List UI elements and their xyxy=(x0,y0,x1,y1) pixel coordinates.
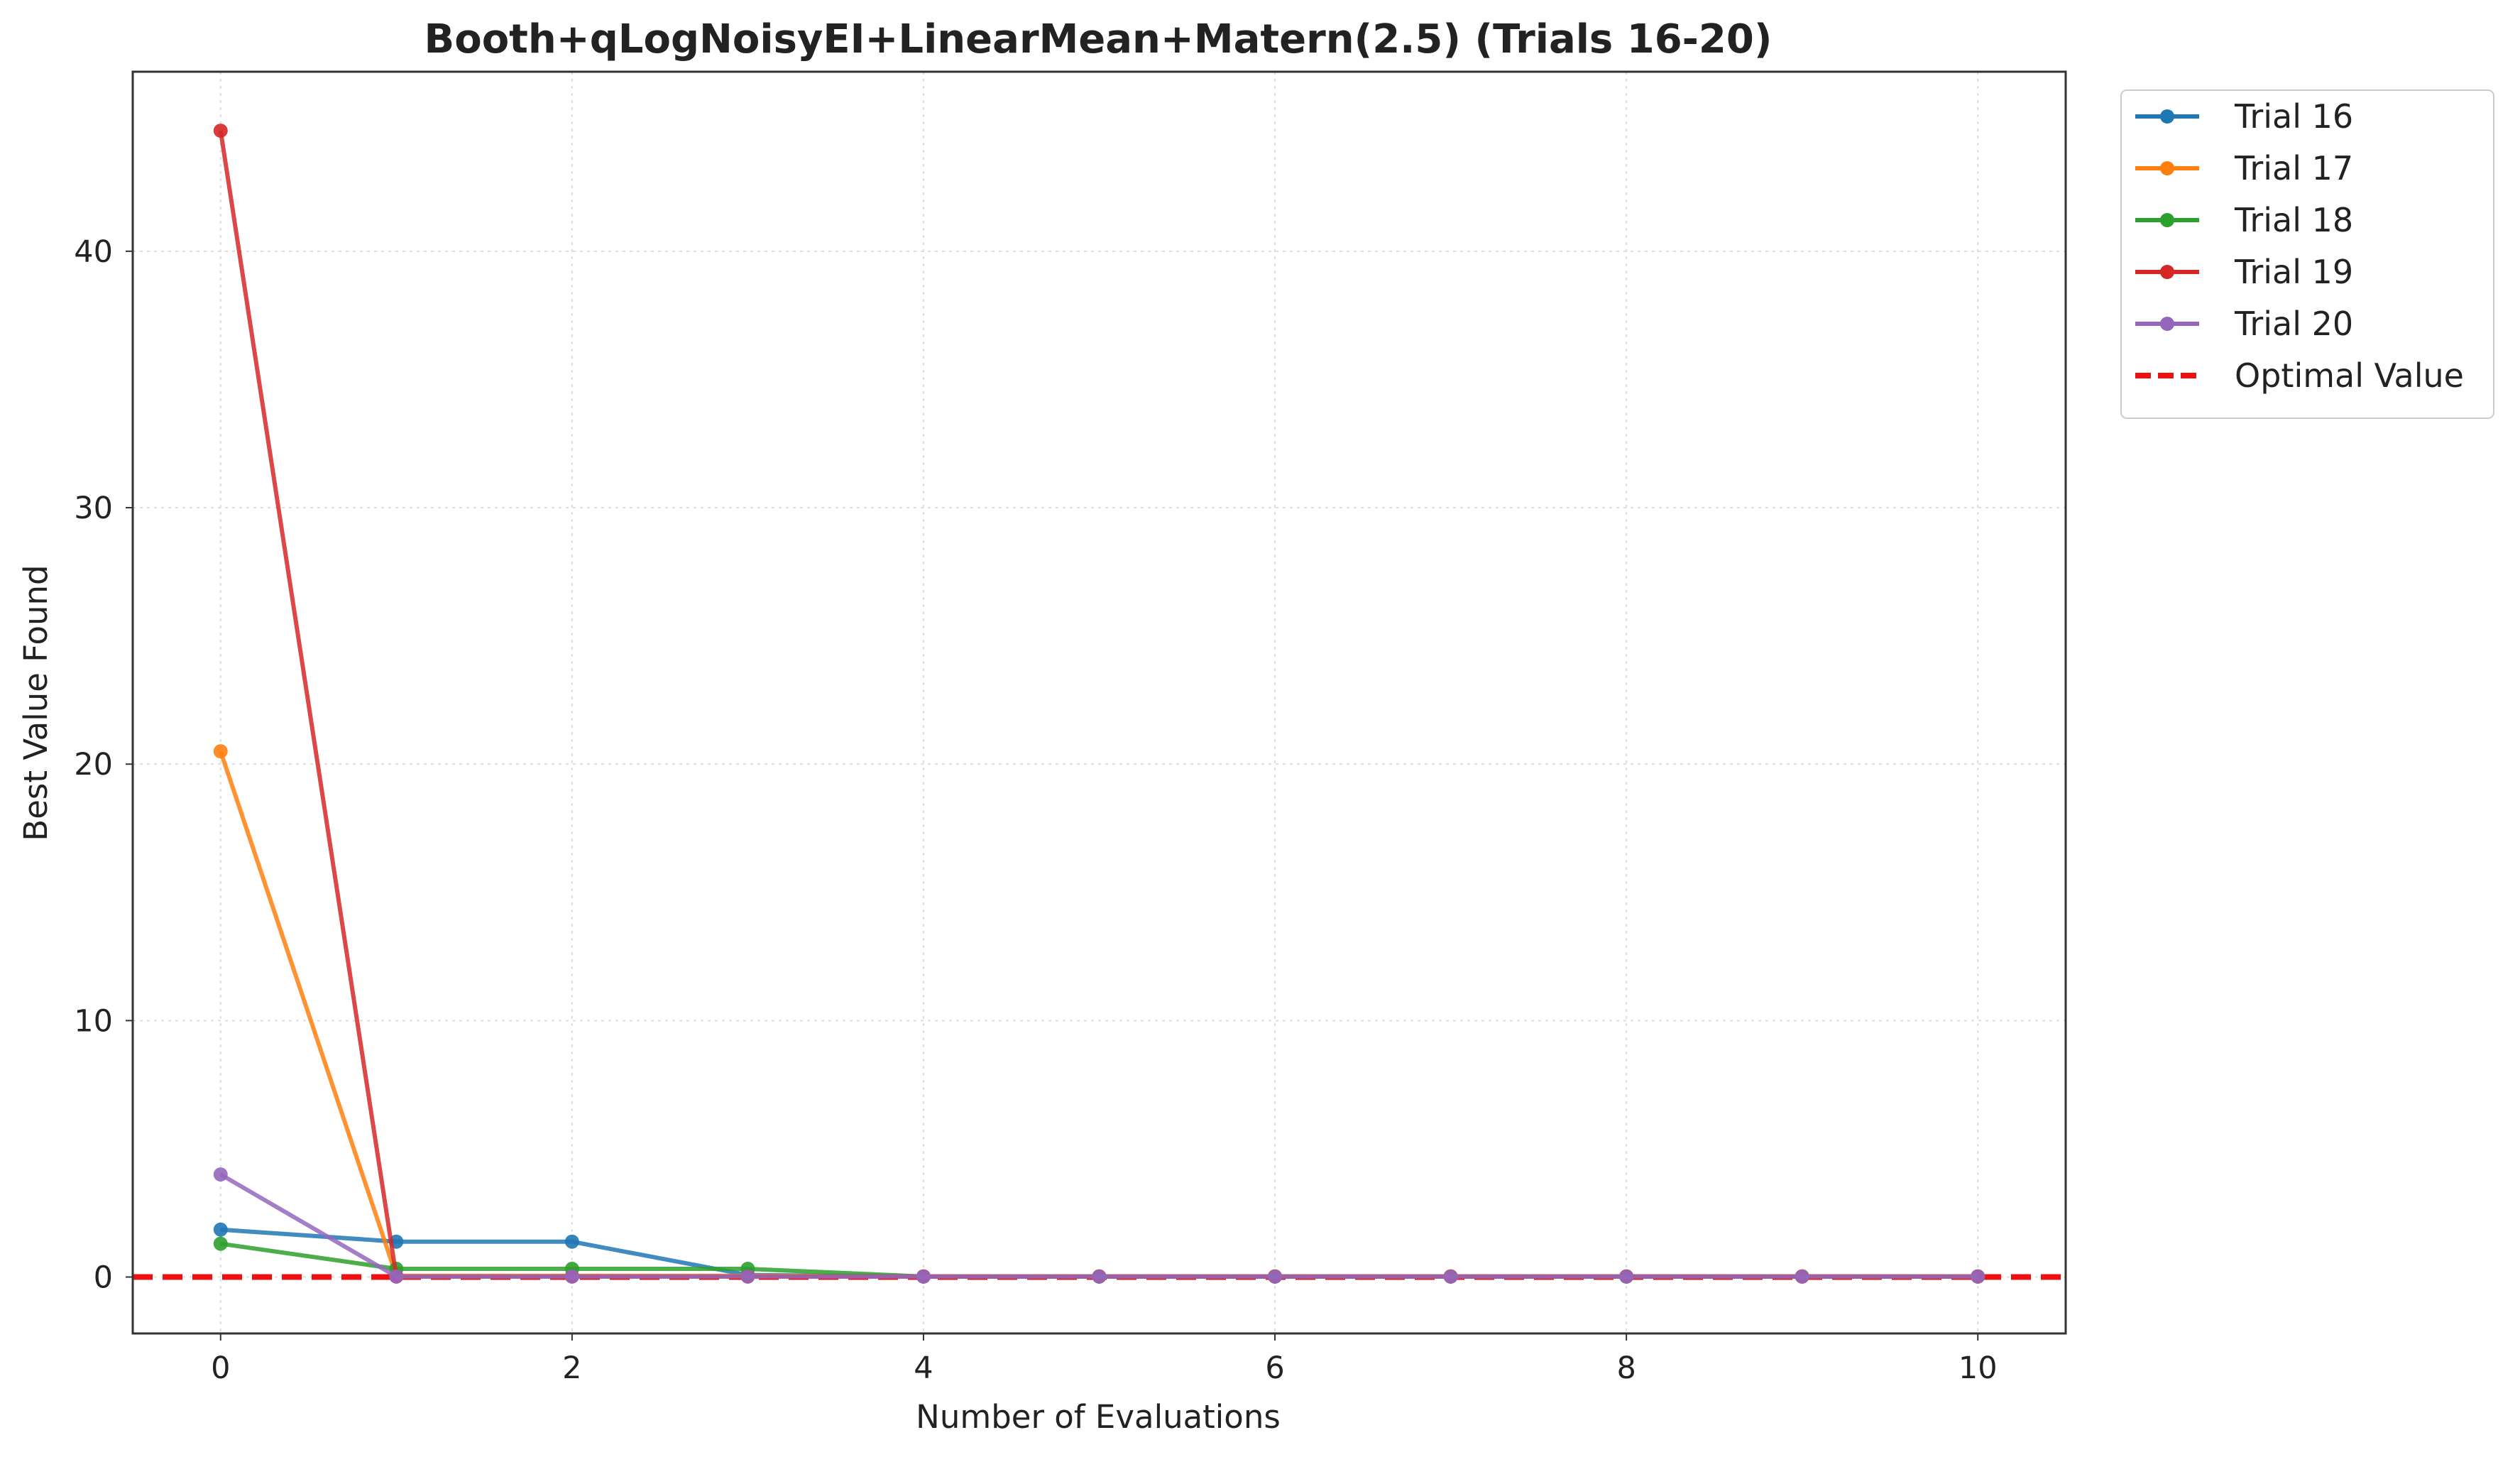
legend-label: Trial 18 xyxy=(2234,201,2353,239)
y-tick-label: 40 xyxy=(74,234,113,270)
data-point xyxy=(1795,1269,1809,1284)
data-point xyxy=(213,1236,228,1251)
x-tick-label: 8 xyxy=(1616,1350,1636,1386)
legend-label: Trial 19 xyxy=(2234,253,2353,291)
series-group xyxy=(213,124,1985,1284)
legend-marker xyxy=(2160,161,2174,175)
data-point xyxy=(213,124,228,138)
x-tick-label: 0 xyxy=(211,1350,230,1386)
data-point xyxy=(213,744,228,759)
data-point xyxy=(1092,1269,1107,1284)
legend-item: Trial 17 xyxy=(2135,149,2353,187)
data-point xyxy=(1268,1269,1283,1284)
x-tick-label: 10 xyxy=(1959,1350,1998,1386)
x-ticks: 0 2 4 6 8 10 xyxy=(211,1333,1998,1386)
legend-item: Trial 18 xyxy=(2135,201,2353,239)
legend-box xyxy=(2120,89,2494,419)
data-point xyxy=(740,1269,755,1284)
legend-marker xyxy=(2160,265,2174,279)
data-point xyxy=(213,1222,228,1237)
y-tick-label: 30 xyxy=(74,491,113,526)
legend-label: Optimal Value xyxy=(2235,356,2464,395)
plot-frame xyxy=(131,70,2067,1335)
x-tick-label: 2 xyxy=(562,1350,581,1386)
legend-item: Trial 20 xyxy=(2135,305,2353,343)
legend-item: Optimal Value xyxy=(2135,356,2464,395)
legend-item: Trial 16 xyxy=(2135,97,2353,136)
x-tick-label: 4 xyxy=(914,1350,933,1386)
y-tick-label: 0 xyxy=(94,1260,113,1296)
data-point xyxy=(389,1269,404,1284)
legend-label: Trial 17 xyxy=(2234,149,2353,187)
data-point xyxy=(1971,1269,1985,1284)
legend: Trial 16 Trial 17 Trial 18 Trial 19 Trial 20… xyxy=(2120,89,2494,419)
data-point xyxy=(916,1269,931,1284)
legend-marker xyxy=(2160,109,2174,124)
y-ticks: 0 10 20 30 40 xyxy=(74,234,133,1296)
legend-label: Trial 16 xyxy=(2234,97,2353,136)
series-trial-20 xyxy=(213,1167,1985,1284)
legend-marker xyxy=(2160,213,2174,227)
x-axis-label: Number of Evaluations xyxy=(916,1398,1281,1436)
data-point xyxy=(564,1234,579,1249)
chart-title: Booth+qLogNoisyEI+LinearMean+Matern(2.5)… xyxy=(424,16,1773,62)
legend-marker xyxy=(2160,317,2174,331)
data-point xyxy=(1619,1269,1634,1284)
legend-item: Trial 19 xyxy=(2135,253,2353,291)
legend-label: Trial 20 xyxy=(2234,305,2353,343)
x-tick-label: 6 xyxy=(1265,1350,1284,1386)
y-axis-label: Best Value Found xyxy=(17,564,55,841)
y-tick-label: 20 xyxy=(74,747,113,782)
data-point xyxy=(1443,1269,1458,1284)
y-tick-label: 10 xyxy=(74,1003,113,1039)
data-point xyxy=(213,1167,228,1182)
data-point xyxy=(564,1269,579,1284)
